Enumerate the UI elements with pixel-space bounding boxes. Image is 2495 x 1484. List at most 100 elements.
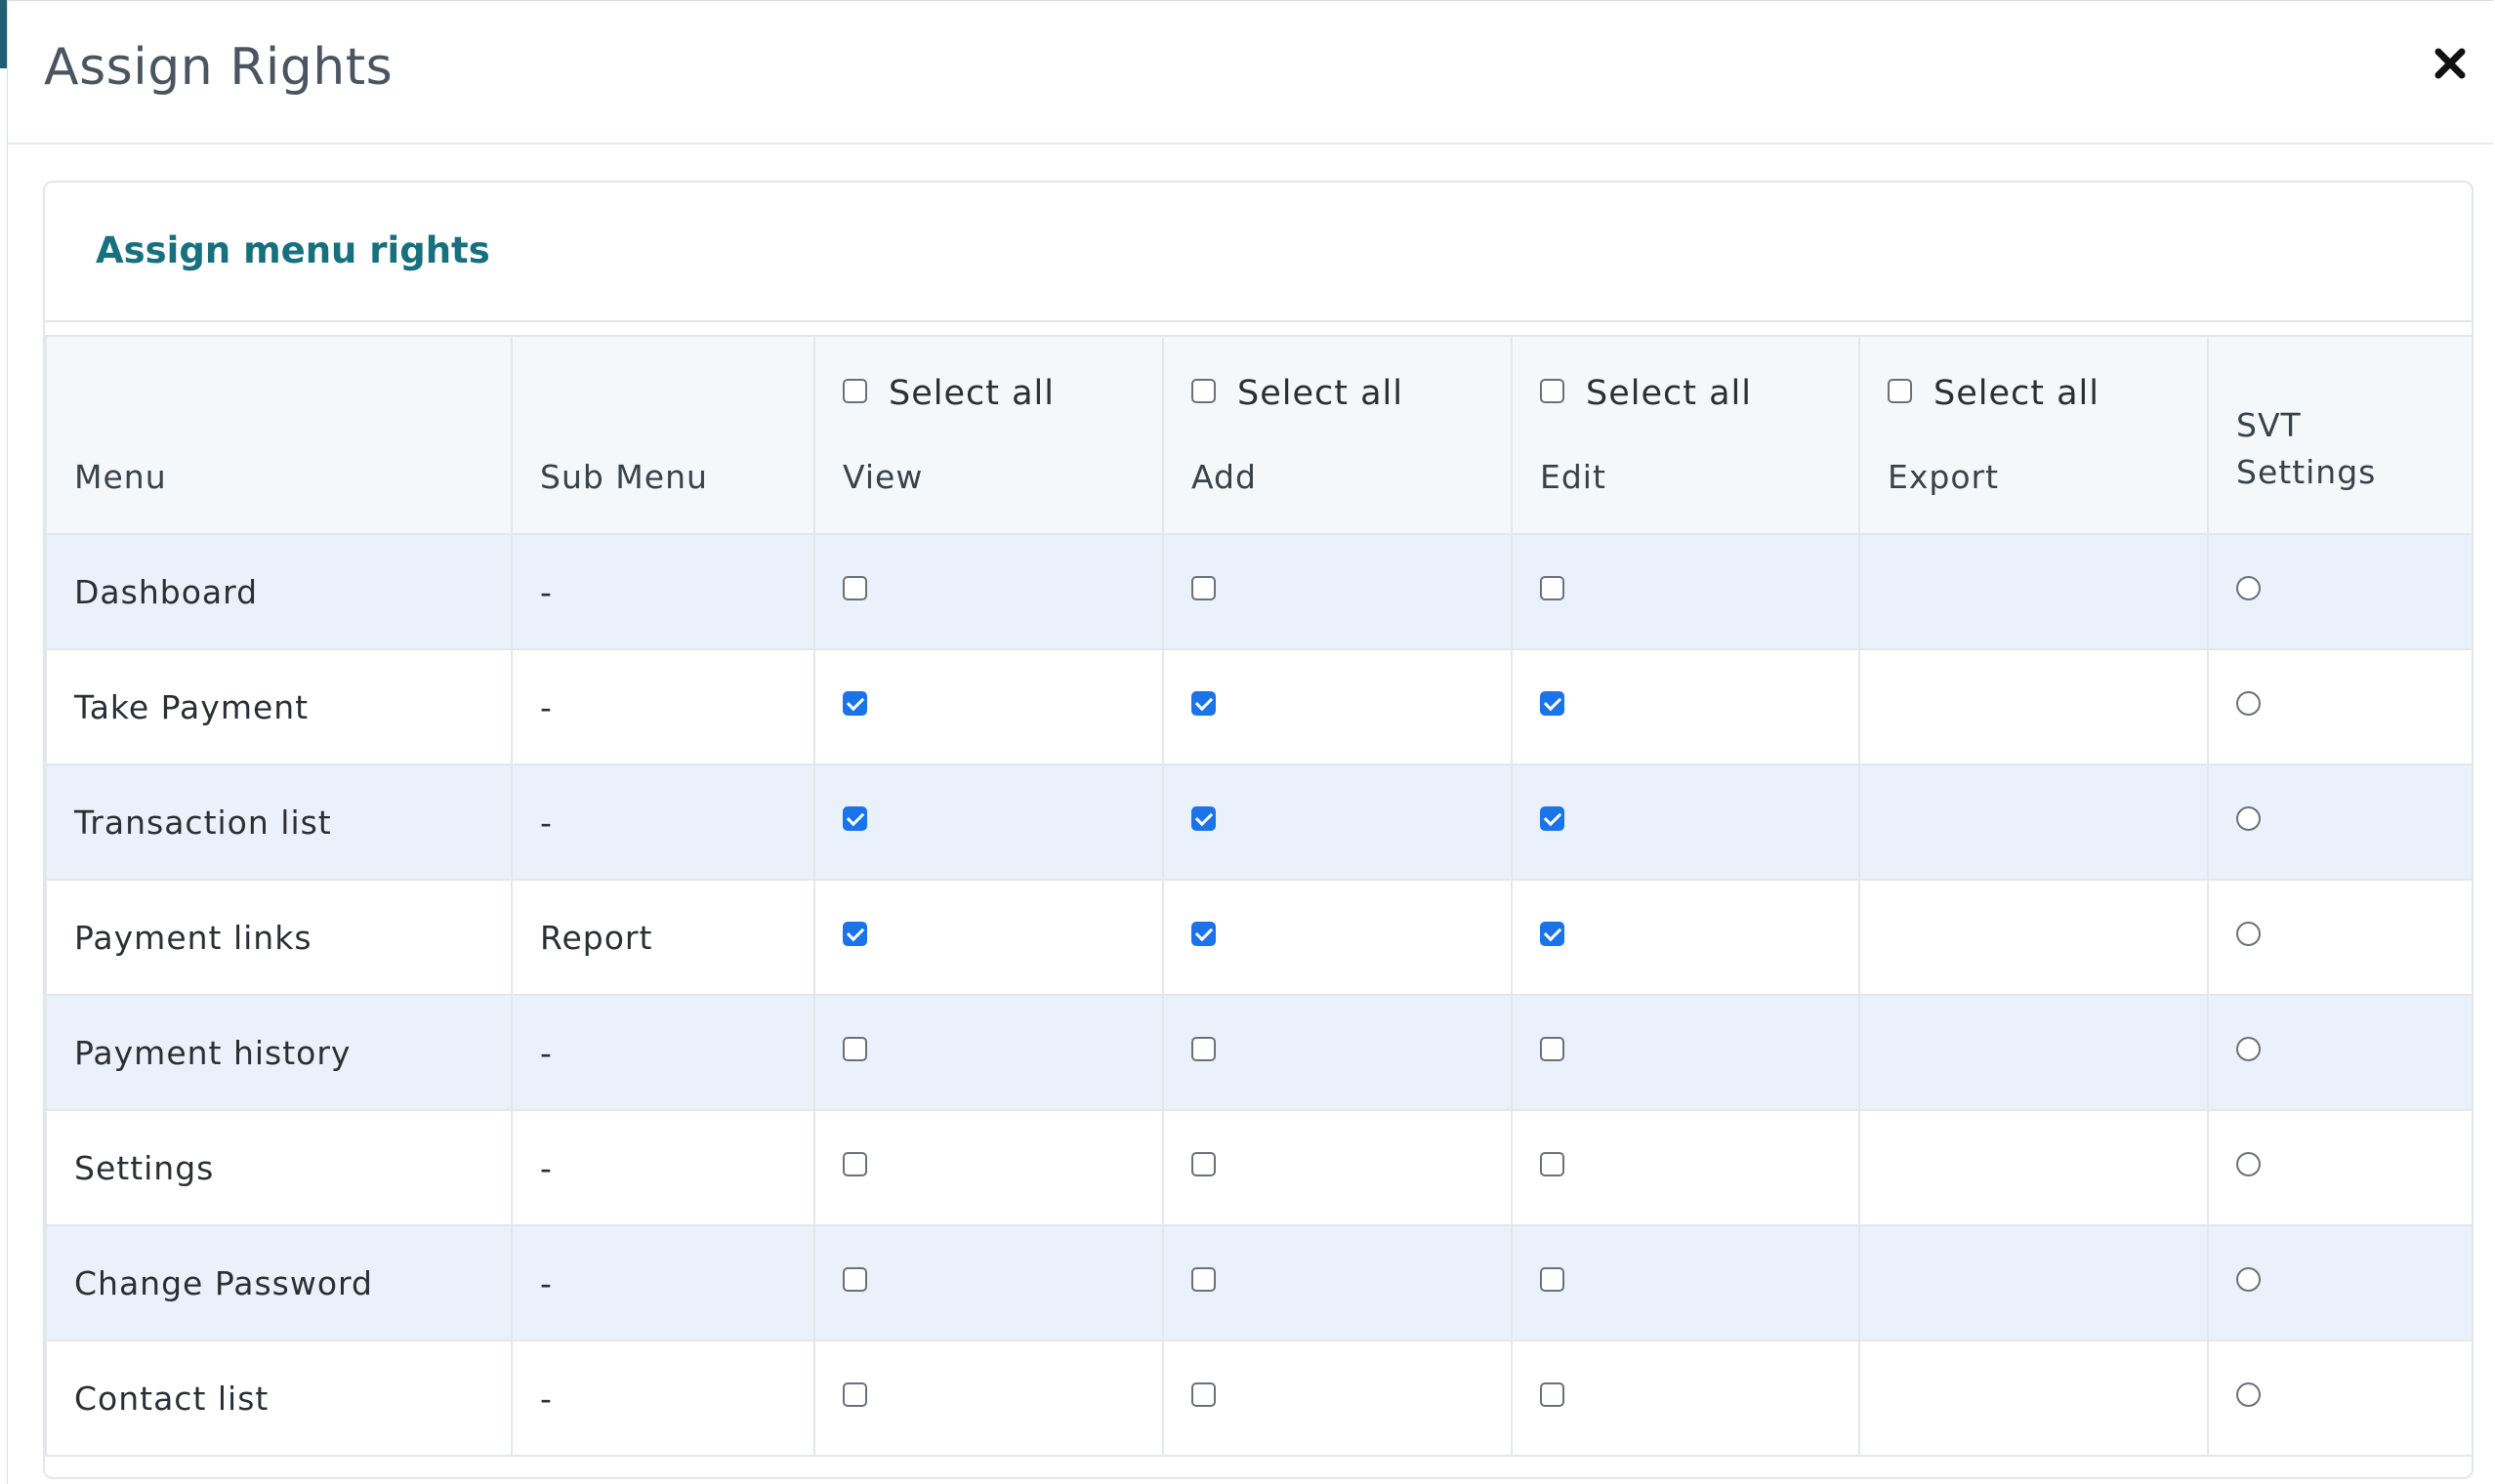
- edit-checkbox[interactable]: [1540, 805, 1564, 831]
- header-label: View: [843, 458, 924, 496]
- table-row: Transaction list -: [45, 763, 2472, 881]
- edit-checkbox[interactable]: [1540, 921, 1564, 946]
- header-label: Add: [1191, 458, 1257, 496]
- svt-settings-cell: [2207, 879, 2472, 996]
- rights-table: Menu Sub Menu Select all View: [45, 335, 2472, 1457]
- select-all-label: Select all: [1237, 374, 1403, 413]
- menu-cell: Settings: [45, 1109, 513, 1226]
- menu-cell: Transaction list: [45, 763, 513, 881]
- menu-cell: Contact list: [45, 1340, 513, 1457]
- svt-settings-cell: [2207, 648, 2472, 765]
- add-cell: [1162, 1109, 1513, 1226]
- add-checkbox[interactable]: [1191, 921, 1216, 946]
- svt-settings-cell: [2207, 1224, 2472, 1341]
- table-header-row: Menu Sub Menu Select all View: [45, 335, 2472, 535]
- close-button[interactable]: [2427, 40, 2474, 87]
- table-row: Settings -: [45, 1109, 2472, 1226]
- view-checkbox[interactable]: [843, 1151, 867, 1176]
- sub-menu-cell: -: [511, 994, 815, 1111]
- svt-settings-radio[interactable]: [2236, 575, 2261, 600]
- edit-cell: [1511, 763, 1860, 881]
- select-all-edit[interactable]: Select all: [1540, 374, 1752, 413]
- edit-checkbox[interactable]: [1540, 690, 1564, 716]
- add-checkbox[interactable]: [1191, 575, 1216, 600]
- select-all-add[interactable]: Select all: [1191, 374, 1403, 413]
- add-cell: [1162, 533, 1513, 650]
- svt-settings-radio[interactable]: [2236, 1266, 2261, 1292]
- edit-checkbox[interactable]: [1540, 1036, 1564, 1061]
- view-checkbox[interactable]: [843, 1036, 867, 1061]
- table-row: Change Password -: [45, 1224, 2472, 1341]
- select-all-label: Select all: [889, 374, 1055, 413]
- column-header-menu: Menu: [45, 335, 513, 535]
- svt-settings-cell: [2207, 763, 2472, 881]
- svt-settings-radio[interactable]: [2236, 690, 2261, 716]
- add-cell: [1162, 648, 1513, 765]
- select-all-add-checkbox[interactable]: [1191, 378, 1216, 403]
- add-cell: [1162, 994, 1513, 1111]
- select-all-edit-checkbox[interactable]: [1540, 378, 1564, 403]
- select-all-view-checkbox[interactable]: [843, 378, 867, 403]
- select-all-view[interactable]: Select all: [843, 374, 1055, 413]
- select-all-export-checkbox[interactable]: [1888, 378, 1912, 403]
- svt-settings-radio[interactable]: [2236, 921, 2261, 946]
- header-label-settings: Settings: [2236, 453, 2377, 491]
- edit-checkbox[interactable]: [1540, 575, 1564, 600]
- svt-settings-radio[interactable]: [2236, 805, 2261, 831]
- select-all-label: Select all: [1934, 374, 2100, 413]
- edit-cell: [1511, 1109, 1860, 1226]
- menu-cell: Take Payment: [45, 648, 513, 765]
- export-cell: [1858, 879, 2209, 996]
- svt-settings-radio[interactable]: [2236, 1151, 2261, 1176]
- edit-checkbox[interactable]: [1540, 1266, 1564, 1292]
- table-row: Payment history -: [45, 994, 2472, 1111]
- card-title: Assign menu rights: [96, 229, 490, 271]
- menu-cell: Payment history: [45, 994, 513, 1111]
- column-header-view: Select all View: [813, 335, 1164, 535]
- add-checkbox[interactable]: [1191, 690, 1216, 716]
- table-body: Dashboard - Take Payment - Transaction list -…: [45, 533, 2472, 1457]
- rights-table-wrapper: Menu Sub Menu Select all View: [45, 335, 2472, 1457]
- sub-menu-cell: -: [511, 1340, 815, 1457]
- add-checkbox[interactable]: [1191, 1266, 1216, 1292]
- view-checkbox[interactable]: [843, 1266, 867, 1292]
- menu-cell: Dashboard: [45, 533, 513, 650]
- edit-cell: [1511, 533, 1860, 650]
- view-checkbox[interactable]: [843, 921, 867, 946]
- svt-settings-cell: [2207, 1340, 2472, 1457]
- view-cell: [813, 533, 1164, 650]
- add-cell: [1162, 879, 1513, 996]
- export-cell: [1858, 533, 2209, 650]
- modal-title: Assign Rights: [44, 38, 394, 97]
- header-label: Menu: [74, 458, 167, 496]
- export-cell: [1858, 648, 2209, 765]
- table-row: Contact list -: [45, 1340, 2472, 1457]
- edit-cell: [1511, 1224, 1860, 1341]
- add-checkbox[interactable]: [1191, 1151, 1216, 1176]
- svt-settings-cell: [2207, 533, 2472, 650]
- svt-settings-radio[interactable]: [2236, 1381, 2261, 1407]
- close-icon: [2434, 48, 2466, 79]
- view-cell: [813, 1109, 1164, 1226]
- add-checkbox[interactable]: [1191, 1381, 1216, 1407]
- edit-checkbox[interactable]: [1540, 1381, 1564, 1407]
- modal-header: Assign Rights: [8, 1, 2493, 144]
- menu-rights-card: Assign menu rights Menu Sub Menu: [43, 181, 2474, 1479]
- add-checkbox[interactable]: [1191, 1036, 1216, 1061]
- view-cell: [813, 1224, 1164, 1341]
- view-checkbox[interactable]: [843, 1381, 867, 1407]
- column-header-sub-menu: Sub Menu: [511, 335, 815, 535]
- view-cell: [813, 1340, 1164, 1457]
- add-checkbox[interactable]: [1191, 805, 1216, 831]
- view-cell: [813, 763, 1164, 881]
- svt-settings-radio[interactable]: [2236, 1036, 2261, 1061]
- view-checkbox[interactable]: [843, 690, 867, 716]
- select-all-label: Select all: [1586, 374, 1752, 413]
- column-header-svt-settings: SVT Settings: [2207, 335, 2472, 535]
- select-all-export[interactable]: Select all: [1888, 374, 2100, 413]
- view-checkbox[interactable]: [843, 575, 867, 600]
- view-checkbox[interactable]: [843, 805, 867, 831]
- edit-checkbox[interactable]: [1540, 1151, 1564, 1176]
- export-cell: [1858, 1340, 2209, 1457]
- header-label: Export: [1888, 458, 2000, 496]
